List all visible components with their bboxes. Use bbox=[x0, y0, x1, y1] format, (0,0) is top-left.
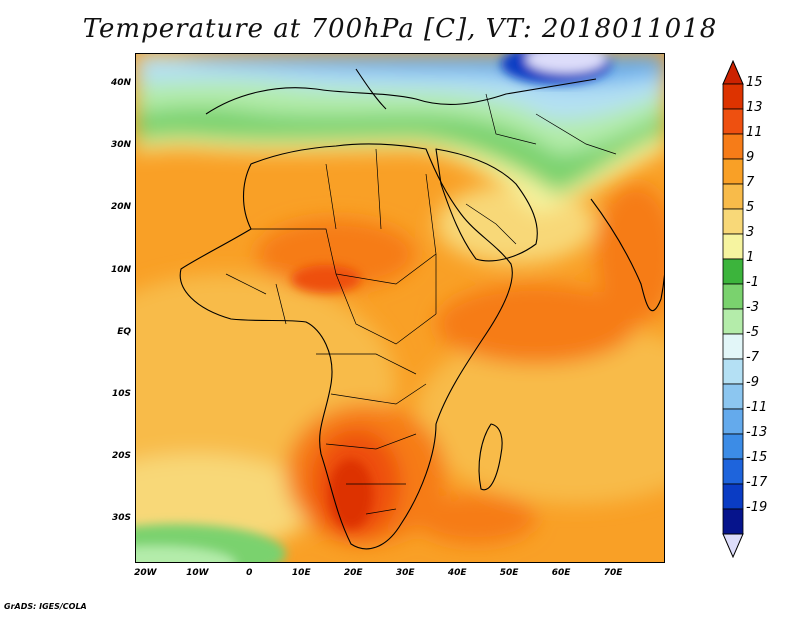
longitude-tick-label: 20E bbox=[343, 568, 363, 578]
longitude-tick-label: 30E bbox=[395, 568, 415, 578]
temperature-map bbox=[135, 53, 665, 563]
colorbar-swatch bbox=[722, 233, 744, 260]
field-patch bbox=[416, 494, 536, 544]
colorbar-level-label: -9 bbox=[746, 375, 759, 390]
colorbar-swatch bbox=[722, 308, 744, 335]
field-patch bbox=[291, 265, 361, 293]
longitude-tick-label: 10E bbox=[291, 568, 311, 578]
longitude-tick-label: 50E bbox=[499, 568, 519, 578]
field-patch bbox=[416, 324, 664, 504]
colorbar-swatch bbox=[722, 383, 744, 410]
chart-title: Temperature at 700hPa [C], VT: 201801101… bbox=[82, 14, 718, 44]
colorbar-swatch bbox=[722, 158, 744, 185]
colorbar-level-label: -1 bbox=[746, 275, 759, 290]
colorbar-swatch bbox=[722, 133, 744, 160]
colorbar bbox=[722, 60, 744, 558]
colorbar-swatch bbox=[722, 483, 744, 510]
latitude-tick-label: 20N bbox=[110, 202, 131, 213]
longitude-tick-label: 40E bbox=[447, 568, 467, 578]
colorbar-swatch bbox=[722, 408, 744, 435]
latitude-tick-label: 10S bbox=[111, 389, 131, 400]
colorbar-level-label: 9 bbox=[746, 150, 755, 165]
colorbar-level-label: -3 bbox=[746, 300, 759, 315]
colorbar-swatch bbox=[722, 108, 744, 135]
colorbar-level-label: 15 bbox=[746, 75, 763, 90]
colorbar-swatch bbox=[722, 208, 744, 235]
colorbar-swatch bbox=[722, 333, 744, 360]
field-patch bbox=[256, 219, 416, 289]
longitude-tick-label: 60E bbox=[551, 568, 571, 578]
colorbar-swatch bbox=[722, 83, 744, 110]
latitude-tick-label: 20S bbox=[111, 451, 131, 462]
latitude-tick-label: 30S bbox=[111, 513, 131, 524]
colorbar-level-label: 7 bbox=[746, 175, 755, 190]
field-patch bbox=[596, 184, 664, 324]
colorbar-swatch bbox=[722, 258, 744, 285]
italy-coastline bbox=[355, 68, 387, 110]
africa-coastline bbox=[179, 143, 513, 550]
colorbar-level-label: -11 bbox=[746, 400, 768, 415]
colorbar-swatch bbox=[722, 283, 744, 310]
colorbar-swatch bbox=[722, 433, 744, 460]
colorbar-level-label: -13 bbox=[746, 425, 768, 440]
colorbar-level-label: 5 bbox=[746, 200, 755, 215]
colorbar-level-label: 13 bbox=[746, 100, 763, 115]
field-patch bbox=[136, 546, 236, 562]
latitude-tick-label: 30N bbox=[110, 140, 131, 151]
country-borders bbox=[225, 93, 617, 515]
longitude-tick-label: 70E bbox=[603, 568, 623, 578]
latitude-tick-label: 10N bbox=[110, 264, 131, 275]
colorbar-swatch bbox=[722, 458, 744, 485]
footer-credit: GrADS: IGES/COLA bbox=[4, 602, 87, 611]
colorbar-level-label: 1 bbox=[746, 250, 755, 265]
colorbar-swatch bbox=[722, 358, 744, 385]
madagascar-coastline bbox=[478, 423, 503, 491]
colorbar-swatch bbox=[722, 508, 744, 535]
colorbar-level-label: -17 bbox=[746, 475, 768, 490]
longitude-tick-label: 0 bbox=[246, 568, 253, 578]
latitude-tick-label: EQ bbox=[117, 326, 131, 337]
colorbar-level-label: -7 bbox=[746, 350, 759, 365]
colorbar-top-arrow bbox=[722, 60, 744, 85]
latitude-tick-label: 40N bbox=[110, 78, 131, 89]
field-patch bbox=[526, 54, 606, 73]
field-patch bbox=[436, 284, 636, 364]
colorbar-bottom-arrow bbox=[722, 533, 744, 558]
longitude-tick-label: 20W bbox=[134, 568, 157, 578]
colorbar-level-label: -5 bbox=[746, 325, 759, 340]
colorbar-swatch bbox=[722, 183, 744, 210]
longitude-tick-label: 10W bbox=[186, 568, 209, 578]
colorbar-level-label: 3 bbox=[746, 225, 755, 240]
colorbar-level-label: 11 bbox=[746, 125, 763, 140]
arabia-coastline bbox=[435, 148, 538, 262]
colorbar-level-label: -15 bbox=[746, 450, 768, 465]
india-coastline bbox=[590, 198, 664, 312]
field-patch bbox=[329, 459, 373, 529]
colorbar-level-label: -19 bbox=[746, 500, 768, 515]
europe-coastline bbox=[205, 78, 597, 115]
